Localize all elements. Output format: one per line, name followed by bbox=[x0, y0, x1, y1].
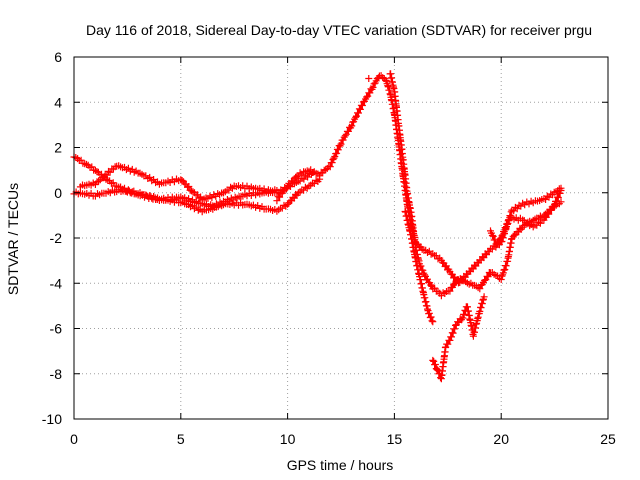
y-tick-label: -8 bbox=[50, 366, 63, 382]
series-7 bbox=[487, 187, 565, 249]
series-6 bbox=[429, 293, 488, 383]
x-tick-label: 0 bbox=[70, 431, 78, 447]
x-tick-label: 25 bbox=[600, 431, 616, 447]
y-tick-label: -6 bbox=[50, 321, 63, 337]
series-6-markers bbox=[429, 293, 488, 383]
y-tick-label: 0 bbox=[54, 185, 62, 201]
y-tick-label: 4 bbox=[54, 94, 62, 110]
series-7-markers bbox=[487, 187, 565, 249]
data-points bbox=[70, 70, 565, 383]
axis-ticks: 0 5 10 15 20 25 -10 -8 -6 -4 -2 0 2 4 6 bbox=[42, 49, 616, 447]
y-tick-label: 2 bbox=[54, 140, 62, 156]
series-4-markers bbox=[386, 70, 565, 300]
series-5 bbox=[401, 208, 437, 326]
y-tick-label: -4 bbox=[50, 275, 63, 291]
y-axis-label: SDTVAR / TECUs bbox=[5, 183, 21, 295]
x-tick-label: 20 bbox=[493, 431, 509, 447]
outlier-point bbox=[365, 74, 373, 82]
y-tick-label: -10 bbox=[42, 411, 62, 427]
y-tick-label: -2 bbox=[50, 230, 63, 246]
series-4 bbox=[386, 70, 565, 300]
x-tick-label: 10 bbox=[280, 431, 296, 447]
grid-lines bbox=[74, 57, 608, 419]
series-5-markers bbox=[401, 208, 437, 326]
y-tick-label: 6 bbox=[54, 49, 62, 65]
x-tick-label: 15 bbox=[387, 431, 403, 447]
chart-title: Day 116 of 2018, Sidereal Day-to-day VTE… bbox=[86, 22, 592, 38]
x-tick-label: 5 bbox=[177, 431, 185, 447]
x-axis-label: GPS time / hours bbox=[287, 457, 394, 473]
